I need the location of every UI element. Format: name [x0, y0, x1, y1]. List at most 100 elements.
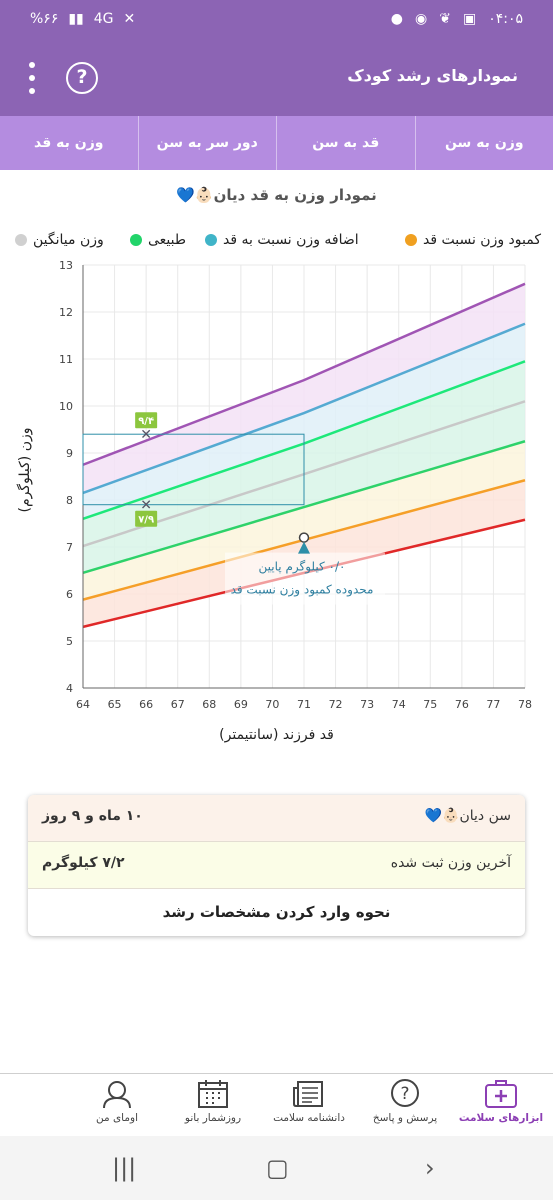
band-fill [83, 323, 525, 519]
network-type: 4G [93, 11, 114, 27]
legend-label: کمبود وزن نسبت قد [423, 232, 542, 248]
app-bar: ? نمودارهای رشد کودک [0, 40, 553, 116]
tab-height-for-age[interactable]: قد به سن [276, 116, 415, 170]
nav-label: اومای من [96, 1112, 138, 1124]
legend-label: اضافه وزن نسبت به قد [223, 232, 359, 248]
x-tick-label: 64 [76, 698, 90, 711]
calendar-icon [198, 1080, 228, 1108]
y-tick-label: 5 [66, 635, 73, 648]
legend-swatch [130, 234, 142, 246]
leaf-icon: ❦ [439, 11, 451, 27]
back-icon[interactable]: › [425, 1154, 435, 1182]
growth-summary-card: سن دیان👶🏻💙 ۱۰ ماه و ۹ روز آخرین وزن ثبت … [28, 795, 525, 936]
recents-icon[interactable]: ||| [112, 1154, 137, 1182]
x-tick-label: 75 [423, 698, 437, 711]
y-tick-label: 10 [59, 400, 73, 413]
series-line [82, 440, 526, 575]
legend-swatch [405, 234, 417, 246]
x-axis-label: قد فرزند (سانتیمتر) [219, 727, 334, 743]
band-fill [83, 441, 525, 600]
system-nav-bar: ||| ▢ › [0, 1136, 553, 1200]
legend-underweight[interactable]: کمبود وزن نسبت قد [405, 232, 541, 248]
howto-button[interactable]: نحوه وارد کردن مشخصات رشد [162, 903, 391, 921]
y-tick-label: 9 [66, 447, 73, 460]
annotation-bg [225, 552, 385, 605]
tab-weight-for-height[interactable]: وزن به قد [34, 135, 104, 151]
growth-chart: 64 65 66 67 68 69 70 71 72 73 74 75 76 77 784567891011… [59, 259, 532, 711]
x-tick-label: 73 [360, 698, 374, 711]
nav-health-tools[interactable]: ابزارهای سلامت [453, 1074, 549, 1136]
notification-dot-icon: ● [390, 11, 404, 27]
app-notification-icon: ◉ [415, 11, 428, 27]
battery-level: %۶۶ [30, 11, 59, 27]
nav-profile[interactable]: اومای من [69, 1074, 165, 1136]
last-weight-label: آخرین وزن ثبت شده [390, 855, 511, 871]
clock: ۰۴:۰۵ [488, 11, 523, 27]
status-right: ● ◉ ❦ ▣ ۰۴:۰۵ [391, 11, 523, 27]
y-axis-label: وزن (کیلوگرم) [17, 427, 33, 513]
x-tick-label: 67 [171, 698, 185, 711]
y-tick-label: 4 [66, 682, 73, 695]
age-value: ۱۰ ماه و ۹ روز [42, 808, 143, 824]
nav-qa[interactable]: ? پرسش و پاسخ [357, 1074, 453, 1136]
annotation-text: محدوده کمبود وزن نسبت قد [231, 583, 374, 598]
x-tick-label: 72 [329, 698, 343, 711]
legend-overweight[interactable]: اضافه وزن نسبت به قد [205, 232, 359, 248]
nav-label: روزشمار بانو [184, 1112, 242, 1124]
series-line [82, 282, 526, 466]
home-icon[interactable]: ▢ [266, 1154, 289, 1182]
chart-legend: کمبود وزن نسبت قد اضافه وزن نسبت به قد ط… [0, 232, 553, 254]
y-tick-label: 6 [66, 588, 73, 601]
status-left: %۶۶ ▮▮ 4G ✕ [30, 11, 135, 27]
x-tick-label: 74 [392, 698, 406, 711]
x-tick-label: 69 [234, 698, 248, 711]
guide-box [82, 433, 305, 506]
marker-label: ۷/۹ [138, 515, 154, 526]
bottom-nav: ابزارهای سلامت ? پرسش و پاسخ دانشنامه سل… [0, 1073, 553, 1136]
nav-encyclopedia[interactable]: دانشنامه سلامت [261, 1074, 357, 1136]
status-bar: %۶۶ ▮▮ 4G ✕ ● ◉ ❦ ▣ ۰۴:۰۵ [0, 0, 553, 40]
marker-label: ۹/۴ [138, 416, 154, 427]
svg-text:?: ? [400, 1084, 409, 1104]
signal-icon: ▮▮ [68, 11, 84, 27]
overflow-menu-icon[interactable] [24, 60, 38, 96]
profile-icon [103, 1081, 131, 1109]
nav-calendar[interactable]: روزشمار بانو [165, 1074, 261, 1136]
legend-average[interactable]: وزن میانگین [15, 232, 104, 248]
y-tick-label: 8 [66, 494, 73, 507]
marker-badge [135, 510, 158, 527]
nav-label: پرسش و پاسخ [372, 1112, 438, 1124]
x-tick-label: 76 [455, 698, 469, 711]
chart-tabs: وزن به قد دور سر به سن قد به سن وزن به س… [0, 116, 553, 170]
x-tick-label: 65 [108, 698, 122, 711]
question-bubble-icon: ? [391, 1079, 419, 1107]
chart-title: نمودار وزن به قد دیان👶🏻💙 [176, 186, 377, 204]
newspaper-icon [293, 1081, 323, 1107]
legend-normal[interactable]: طبیعی [130, 232, 186, 248]
y-tick-label: 12 [59, 306, 73, 319]
age-row: سن دیان👶🏻💙 ۱۰ ماه و ۹ روز [28, 795, 525, 842]
x-tick-label: 71 [297, 698, 311, 711]
y-tick-label: 13 [59, 259, 73, 272]
help-icon[interactable]: ? [66, 62, 98, 94]
tab-weight-for-age[interactable]: وزن به سن [414, 116, 553, 170]
measurement-pin [298, 541, 310, 554]
legend-label: وزن میانگین [33, 232, 104, 248]
y-tick-label: 11 [59, 353, 73, 366]
annotation-text: ۰/۰ کیلوگرم پایین [259, 560, 346, 575]
band-fill [83, 283, 525, 493]
legend-swatch [205, 234, 217, 246]
wifi-off-icon: ✕ [123, 11, 136, 27]
tab-head-circumference[interactable]: دور سر به سن [137, 116, 277, 170]
x-tick-label: 66 [139, 698, 153, 711]
x-tick-label: 68 [202, 698, 216, 711]
last-weight-value: ۷/۲ کیلوگرم [42, 855, 125, 871]
nav-label: ابزارهای سلامت [458, 1112, 544, 1124]
page-title: نمودارهای رشد کودک [347, 66, 518, 85]
series-line [82, 322, 526, 495]
marker-badge [135, 412, 158, 429]
nav-label: دانشنامه سلامت [273, 1112, 345, 1124]
legend-swatch [15, 234, 27, 246]
medkit-icon [485, 1080, 517, 1108]
y-tick-label: 7 [66, 541, 73, 554]
